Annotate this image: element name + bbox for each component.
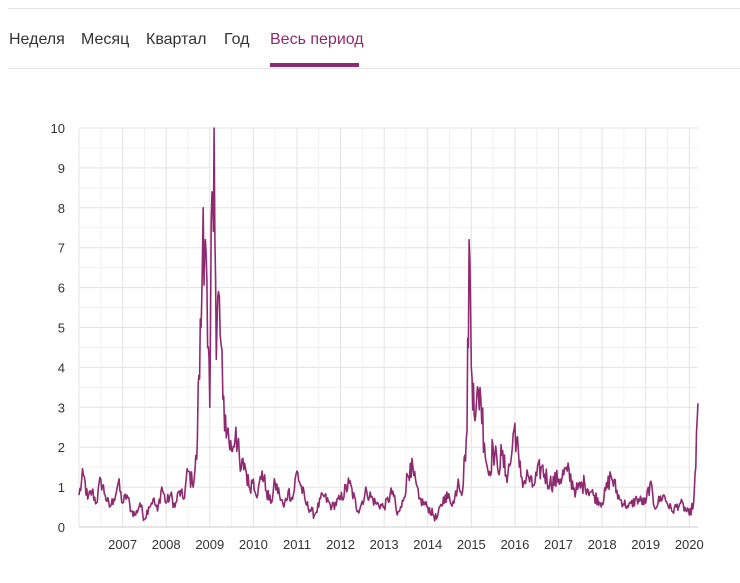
active-tab-indicator xyxy=(270,63,359,67)
x-tick-label: 2008 xyxy=(152,537,181,552)
x-tick-label: 2018 xyxy=(588,537,617,552)
chart-series xyxy=(78,127,699,522)
top-divider xyxy=(8,8,740,9)
x-tick-label: 2017 xyxy=(544,537,573,552)
x-tick-label: 2020 xyxy=(675,537,704,552)
x-tick-label: 2012 xyxy=(326,537,355,552)
chart-grid xyxy=(78,127,698,528)
x-tick-label: 2013 xyxy=(370,537,399,552)
x-tick-label: 2010 xyxy=(239,537,268,552)
x-tick-label: 2015 xyxy=(457,537,486,552)
y-tick-label: 4 xyxy=(58,360,65,375)
series-line xyxy=(78,127,699,522)
y-tick-label: 5 xyxy=(58,321,65,336)
y-tick-label: 9 xyxy=(58,161,65,176)
tab-all-period[interactable]: Весь период xyxy=(270,31,364,48)
tab-month[interactable]: Месяц xyxy=(81,31,130,48)
y-tick-label: 1 xyxy=(58,480,65,495)
y-tick-label: 3 xyxy=(58,400,65,415)
x-tick-label: 2019 xyxy=(631,537,660,552)
period-tabs: Неделя Месяц Квартал Год Весь период xyxy=(8,8,740,69)
y-tick-label: 0 xyxy=(58,520,65,535)
tab-year[interactable]: Год xyxy=(224,31,250,48)
y-tick-label: 10 xyxy=(51,121,65,136)
tab-week[interactable]: Неделя xyxy=(9,31,65,48)
y-tick-label: 8 xyxy=(58,201,65,216)
x-tick-label: 2014 xyxy=(413,537,442,552)
y-tick-label: 6 xyxy=(58,281,65,296)
x-tick-label: 2009 xyxy=(195,537,224,552)
y-axis-ticks: 0 1 2 3 4 5 6 7 8 9 10 xyxy=(51,121,65,535)
y-tick-label: 7 xyxy=(58,241,65,256)
y-tick-label: 2 xyxy=(58,440,65,455)
x-tick-label: 2016 xyxy=(500,537,529,552)
x-axis-ticks: 2007 2008 2009 2010 2011 2012 2013 2014 2015 2016… xyxy=(108,537,704,552)
x-tick-label: 2007 xyxy=(108,537,137,552)
x-tick-label: 2011 xyxy=(283,537,311,552)
tab-quarter[interactable]: Квартал xyxy=(146,31,207,48)
